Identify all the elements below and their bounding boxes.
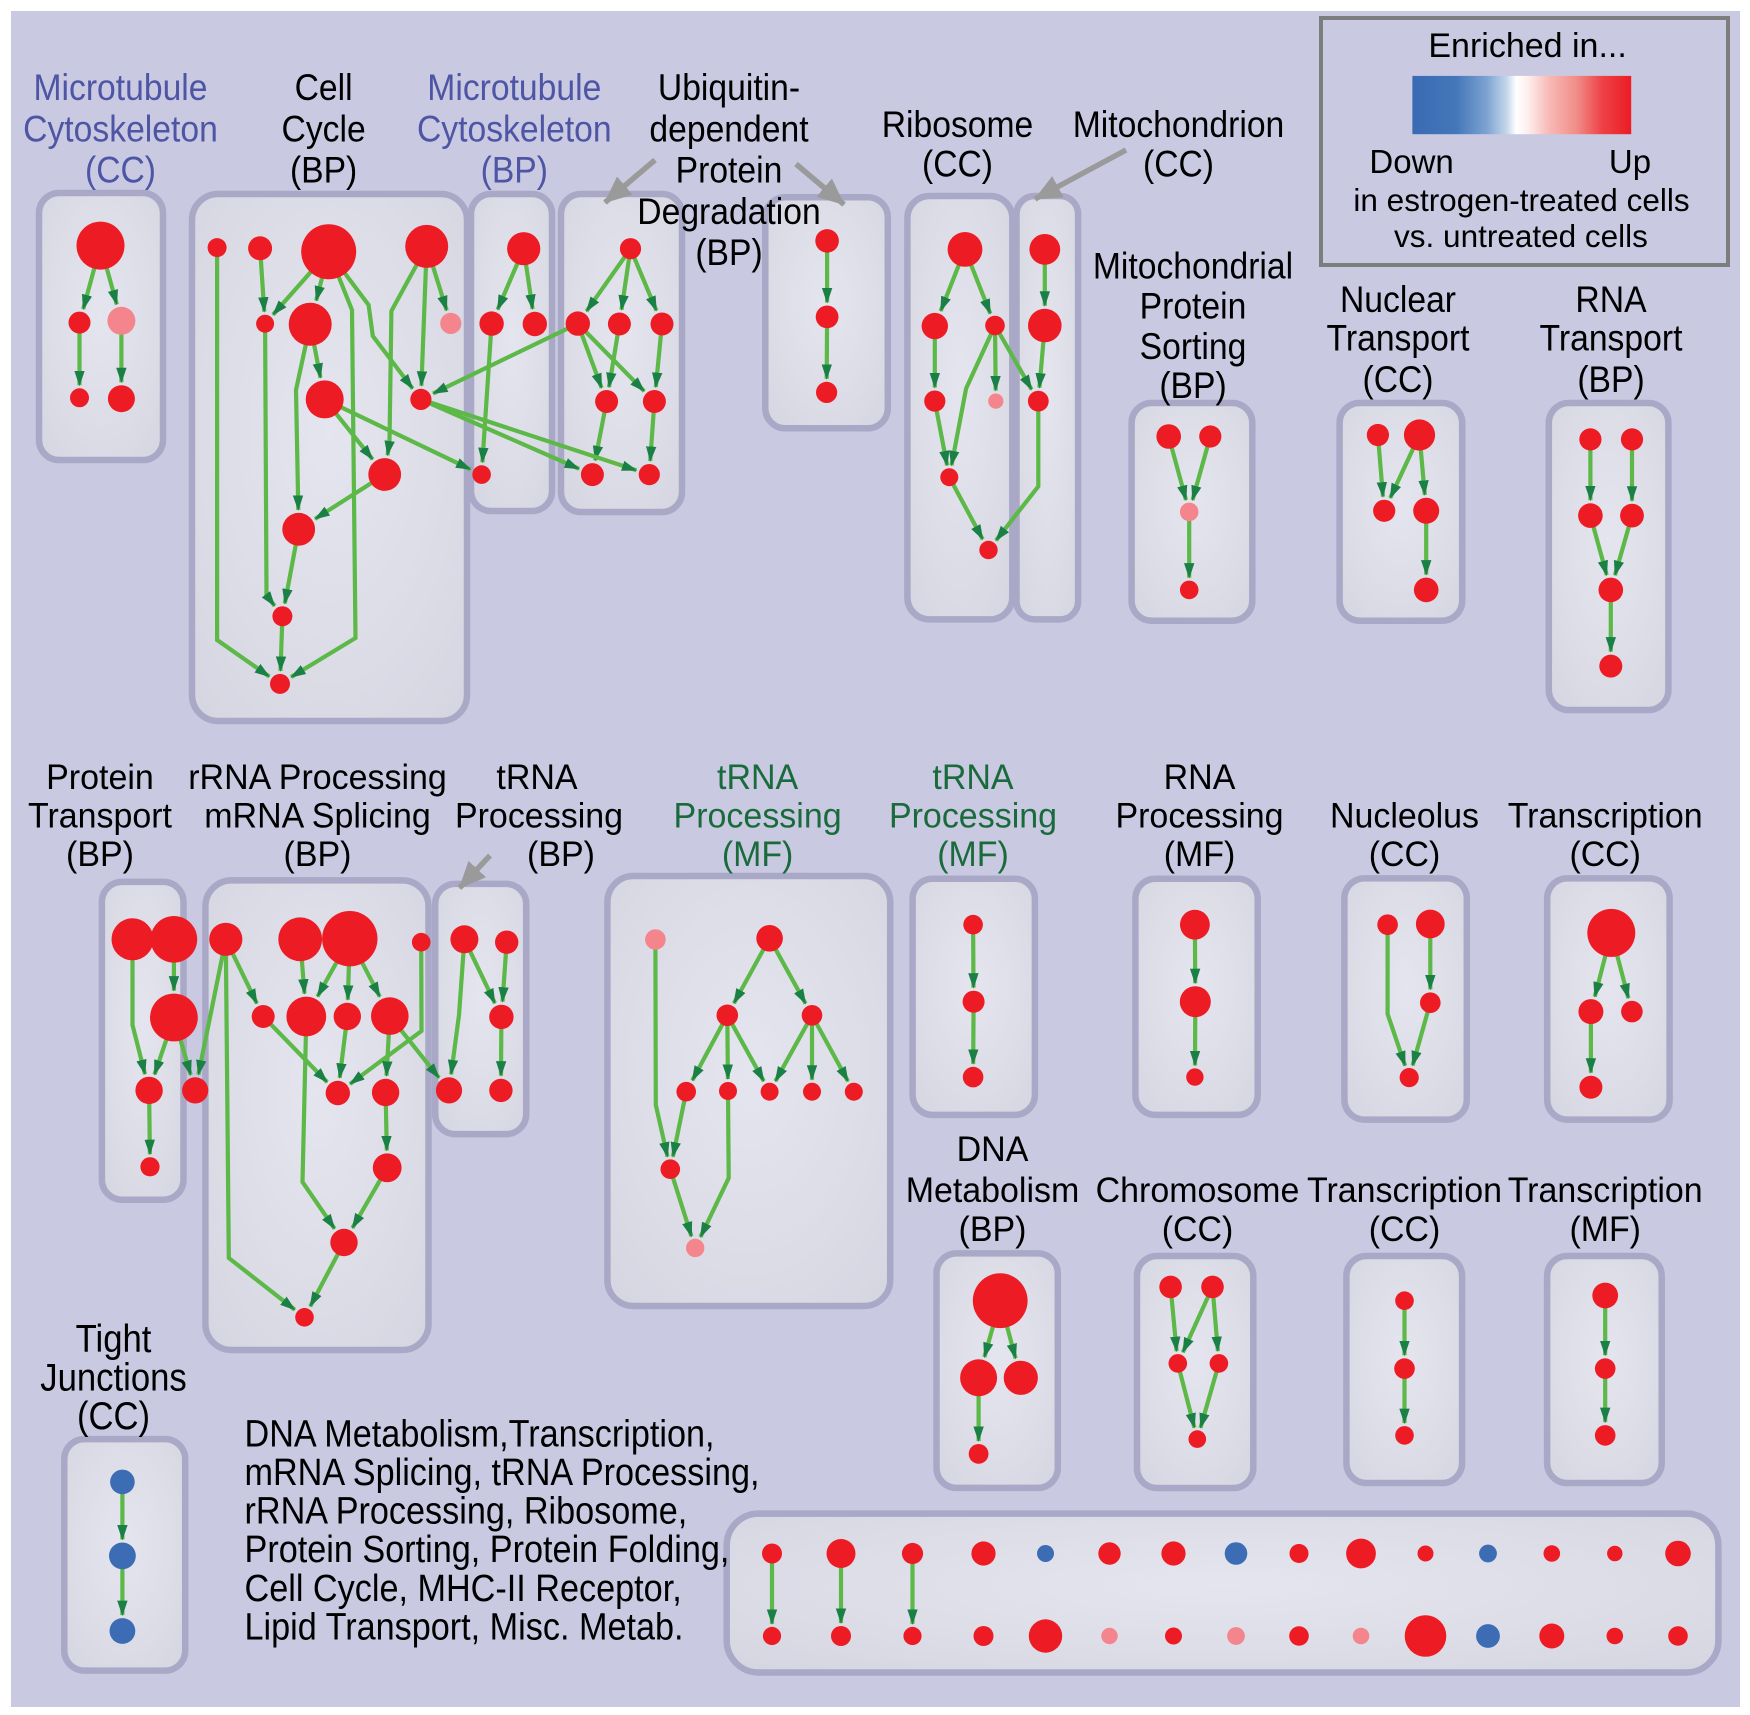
svg-text:(MF): (MF) xyxy=(937,835,1009,874)
svg-text:(BP): (BP) xyxy=(290,150,357,191)
svg-text:(CC): (CC) xyxy=(77,1395,150,1438)
svg-text:Enriched in...: Enriched in... xyxy=(1428,27,1626,65)
svg-text:Down: Down xyxy=(1369,143,1453,180)
svg-text:Nuclear: Nuclear xyxy=(1340,279,1456,320)
svg-text:mRNA Splicing: mRNA Splicing xyxy=(204,797,431,836)
svg-text:Mitochondrial: Mitochondrial xyxy=(1093,246,1293,287)
svg-text:DNA: DNA xyxy=(957,1130,1029,1169)
svg-text:Mitochondrion: Mitochondrion xyxy=(1073,104,1285,145)
svg-text:Processing: Processing xyxy=(455,797,623,836)
svg-text:(CC): (CC) xyxy=(922,144,993,185)
svg-text:(BP): (BP) xyxy=(695,232,762,273)
svg-text:tRNA: tRNA xyxy=(496,758,578,797)
svg-text:dependent: dependent xyxy=(649,108,809,149)
svg-text:(CC): (CC) xyxy=(1363,359,1434,400)
svg-text:rRNA Processing, Ribosome,: rRNA Processing, Ribosome, xyxy=(245,1491,688,1533)
svg-text:tRNA: tRNA xyxy=(932,758,1014,797)
svg-text:(MF): (MF) xyxy=(722,835,794,874)
svg-text:Processing: Processing xyxy=(889,797,1057,836)
svg-text:Junctions: Junctions xyxy=(40,1357,187,1400)
svg-text:(BP): (BP) xyxy=(481,150,548,191)
svg-text:Tight: Tight xyxy=(76,1318,152,1361)
svg-text:Processing: Processing xyxy=(674,797,842,836)
svg-text:in estrogen-treated cells: in estrogen-treated cells xyxy=(1353,182,1689,218)
svg-text:RNA: RNA xyxy=(1164,758,1236,797)
svg-text:Transcription: Transcription xyxy=(1508,1171,1703,1210)
svg-text:Protein Sorting, Protein Foldi: Protein Sorting, Protein Folding, xyxy=(245,1529,730,1571)
svg-text:Protein: Protein xyxy=(1140,286,1247,327)
svg-text:Chromosome: Chromosome xyxy=(1096,1171,1300,1210)
svg-text:(MF): (MF) xyxy=(1164,835,1236,874)
svg-text:(CC): (CC) xyxy=(1143,144,1214,185)
svg-text:Microtubule: Microtubule xyxy=(34,67,208,108)
svg-text:Protein: Protein xyxy=(46,758,154,797)
svg-text:Nucleolus: Nucleolus xyxy=(1330,797,1479,836)
svg-text:Ubiquitin-: Ubiquitin- xyxy=(658,67,800,108)
svg-text:Transport: Transport xyxy=(1540,318,1684,359)
svg-text:Sorting: Sorting xyxy=(1140,326,1247,367)
svg-text:Cell: Cell xyxy=(295,67,353,108)
svg-text:Cytoskeleton: Cytoskeleton xyxy=(417,108,612,149)
svg-text:Processing: Processing xyxy=(1115,797,1283,836)
svg-text:Lipid Transport, Misc. Metab.: Lipid Transport, Misc. Metab. xyxy=(245,1606,684,1648)
svg-text:Ribosome: Ribosome xyxy=(882,104,1034,145)
svg-text:(BP): (BP) xyxy=(1159,365,1226,406)
svg-text:mRNA Splicing, tRNA Processing: mRNA Splicing, tRNA Processing, xyxy=(245,1452,760,1494)
svg-text:Transport: Transport xyxy=(28,797,172,836)
svg-text:(CC): (CC) xyxy=(85,150,156,191)
svg-text:Cycle: Cycle xyxy=(282,108,366,149)
svg-text:(CC): (CC) xyxy=(1369,835,1441,874)
svg-text:(CC): (CC) xyxy=(1569,835,1641,874)
svg-text:Up: Up xyxy=(1609,143,1651,180)
svg-text:rRNA Processing: rRNA Processing xyxy=(188,758,447,797)
svg-text:Metabolism: Metabolism xyxy=(906,1171,1080,1210)
svg-text:(BP): (BP) xyxy=(1577,359,1644,400)
svg-text:(CC): (CC) xyxy=(1162,1210,1234,1249)
svg-text:(BP): (BP) xyxy=(66,835,134,874)
svg-text:Degradation: Degradation xyxy=(637,191,820,232)
svg-text:Protein: Protein xyxy=(676,150,783,191)
svg-text:Cytoskeleton: Cytoskeleton xyxy=(23,108,218,149)
svg-text:(BP): (BP) xyxy=(959,1210,1027,1249)
svg-text:Transcription: Transcription xyxy=(1307,1171,1502,1210)
svg-text:(MF): (MF) xyxy=(1569,1210,1641,1249)
svg-text:RNA: RNA xyxy=(1575,279,1646,320)
svg-text:Transcription: Transcription xyxy=(1508,797,1703,836)
svg-text:Microtubule: Microtubule xyxy=(427,67,601,108)
svg-text:(BP): (BP) xyxy=(527,835,595,874)
svg-text:tRNA: tRNA xyxy=(717,758,799,797)
svg-text:(BP): (BP) xyxy=(284,835,352,874)
svg-text:(CC): (CC) xyxy=(1369,1210,1441,1249)
svg-text:DNA Metabolism,Transcription,: DNA Metabolism,Transcription, xyxy=(245,1413,715,1455)
svg-text:Cell Cycle, MHC-II Receptor,: Cell Cycle, MHC-II Receptor, xyxy=(245,1568,682,1610)
svg-text:Transport: Transport xyxy=(1327,318,1471,359)
svg-text:vs. untreated cells: vs. untreated cells xyxy=(1394,218,1648,254)
